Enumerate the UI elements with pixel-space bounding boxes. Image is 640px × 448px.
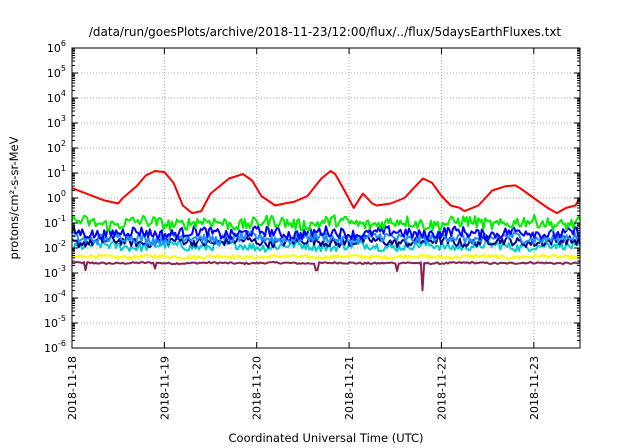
x-tick-label: 2018-11-23	[528, 356, 541, 420]
y-tick-label: 105	[47, 64, 66, 80]
y-tick-label: 10-4	[44, 289, 66, 305]
flux-series-line	[71, 214, 581, 232]
plot-frame	[71, 47, 581, 349]
y-tick-label: 100	[47, 189, 66, 205]
x-tick-label: 2018-11-21	[343, 356, 356, 420]
y-tick-label: 101	[47, 164, 66, 180]
y-tick-label: 10-3	[44, 264, 66, 280]
grid	[72, 48, 580, 348]
flux-series-line	[71, 239, 581, 253]
y-tick-label: 10-5	[44, 314, 66, 330]
x-tick-label: 2018-11-19	[158, 356, 171, 420]
y-axis-label: protons/cm²-s-sr-MeV	[7, 136, 21, 259]
flux-series-line	[71, 170, 581, 215]
flux-series-line	[71, 253, 581, 260]
x-tick-label: 2018-11-22	[435, 356, 448, 420]
x-axis-label: Coordinated Universal Time (UTC)	[229, 431, 424, 445]
x-tick-label: 2018-11-18	[66, 356, 79, 420]
x-axis: 2018-11-18 2018-11-19 2018-11-20 2018-11-21…	[66, 48, 541, 420]
y-tick-label: 10-6	[44, 339, 66, 355]
y-tick-label: 10-2	[44, 239, 66, 255]
chart-title: /data/run/goesPlots/archive/2018-11-23/1…	[89, 25, 562, 39]
y-tick-label: 102	[47, 139, 66, 155]
y-tick-label: 10-1	[44, 214, 66, 230]
series-group	[71, 170, 581, 292]
x-tick-label: 2018-11-20	[251, 356, 264, 420]
y-tick-label: 106	[47, 39, 66, 55]
y-tick-label: 103	[47, 114, 66, 130]
y-tick-label: 104	[47, 89, 66, 105]
flux-series-line	[71, 260, 581, 292]
y-axis: 10-6 10-5 10-4 10-3 10-2 10-1 100 101 102 103 104 1…	[44, 39, 580, 355]
flux-series-line	[71, 225, 581, 241]
